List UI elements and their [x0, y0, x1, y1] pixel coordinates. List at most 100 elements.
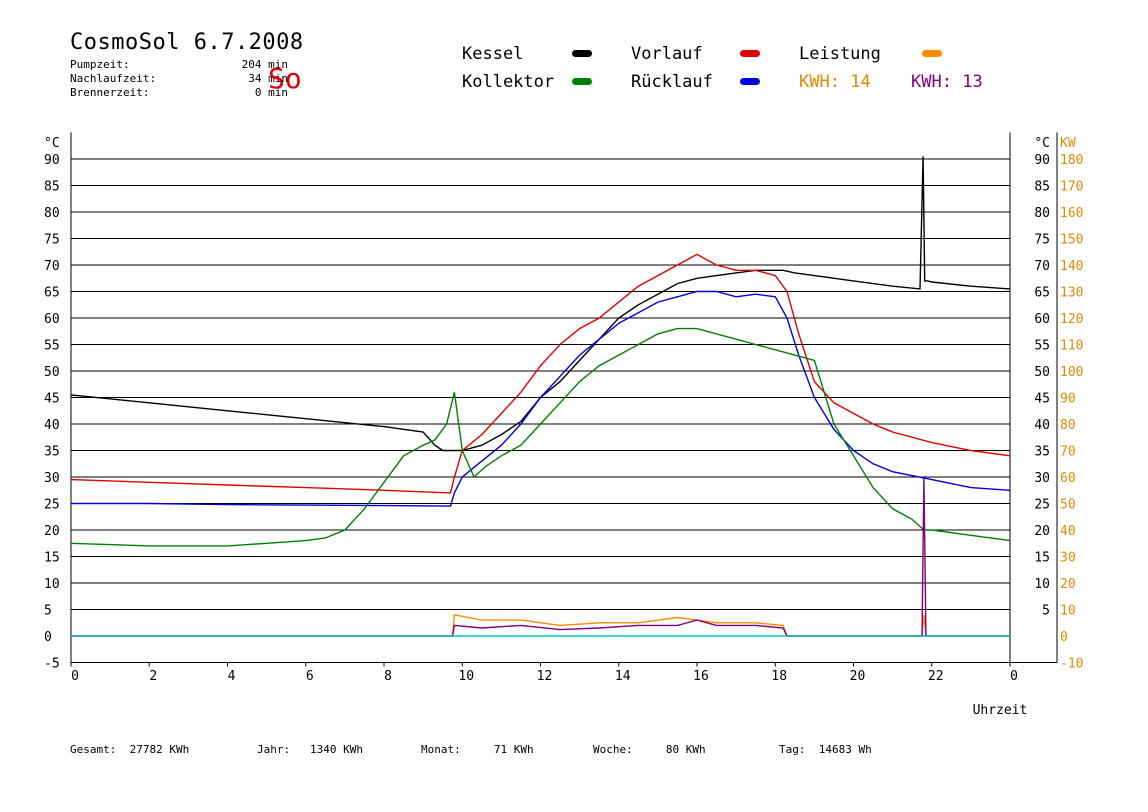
kw-tick-label: 60	[1060, 471, 1076, 486]
footer-label: Gesamt:	[70, 743, 117, 756]
stat-value: 34 min	[248, 72, 288, 85]
kw-tick-label: 100	[1060, 365, 1083, 380]
x-tick-label: 4	[228, 669, 236, 684]
kwh-readout-2: KWH: 13	[911, 72, 983, 92]
kw-tick-label: 110	[1060, 339, 1083, 354]
y-tick-label: 50	[44, 365, 60, 380]
y-tick-label-right: 70	[1034, 259, 1050, 274]
y-tick-label-right: 80	[1034, 206, 1050, 221]
y-tick-label: 5	[44, 604, 52, 619]
legend-label-leistung: Leistung	[799, 44, 881, 64]
y-tick-label: 75	[44, 233, 60, 248]
y-tick-label: 90	[44, 153, 60, 168]
series-line-vorlauf-1	[70, 253, 1011, 494]
kwh-value: 14	[850, 72, 871, 92]
x-tick-label: 12	[537, 669, 553, 684]
x-tick-label: 18	[771, 669, 787, 684]
series-line-leistung-4	[71, 613, 1010, 637]
y-tick-label-right: 60	[1034, 312, 1050, 327]
legend-swatch-vorlauf	[740, 50, 760, 57]
x-axis-label: Uhrzeit	[973, 703, 1028, 718]
x-tick-label: 22	[928, 669, 944, 684]
y-tick-label-right: 55	[1034, 339, 1050, 354]
app-title: CosmoSol 6.7.2008	[70, 30, 304, 55]
y-tick-label: -5	[44, 657, 60, 672]
kw-tick-label: 170	[1060, 180, 1083, 195]
stat-pumpzeit: Pumpzeit: 204 min	[70, 58, 288, 71]
y-tick-label: 55	[44, 339, 60, 354]
y-axis-unit-right: °C	[1034, 136, 1050, 151]
y-tick-label: 65	[44, 286, 60, 301]
legend-label-vorlauf: Vorlauf	[631, 44, 703, 64]
footer-woche: Woche: 80 KWh	[593, 743, 706, 756]
x-tick-label: 10	[458, 669, 474, 684]
legend-label-ruecklauf: Rücklauf	[631, 72, 713, 92]
footer-label: Jahr:	[257, 743, 291, 756]
y-tick-label: 60	[44, 312, 60, 327]
legend-label-kollektor: Kollektor	[462, 72, 555, 92]
kw-tick-label: -10	[1060, 657, 1083, 672]
kw-tick-label: 50	[1060, 498, 1076, 513]
kw-tick-label: 180	[1060, 153, 1083, 168]
footer-label: Tag:	[779, 743, 806, 756]
footer-value: 1340 KWh	[310, 743, 363, 756]
footer-value: 27782 KWh	[129, 743, 190, 756]
legend-label-kessel: Kessel	[462, 44, 524, 64]
kw-tick-label: 160	[1060, 206, 1083, 221]
x-tick-label: 0	[71, 669, 79, 684]
footer-value: 80 KWh	[665, 743, 706, 756]
y-tick-label-right: 50	[1034, 365, 1050, 380]
footer-label: Monat:	[421, 743, 461, 756]
stat-label: Nachlaufzeit:	[70, 72, 157, 85]
legend-swatch-ruecklauf	[740, 78, 760, 85]
stat-value: 204 min	[241, 58, 288, 71]
weekday-label: So	[268, 62, 302, 95]
x-tick-label: 20	[850, 669, 866, 684]
kw-tick-label: 10	[1060, 604, 1076, 619]
series-line-rcklauf-2	[71, 290, 1011, 507]
y-tick-label: 15	[44, 551, 60, 566]
kw-tick-label: 140	[1060, 259, 1083, 274]
kw-tick-label: 80	[1060, 418, 1076, 433]
y-tick-label-right: 75	[1034, 233, 1050, 248]
footer-tag: Tag: 14683 Wh	[779, 743, 872, 756]
y-tick-label-right: 85	[1034, 180, 1050, 195]
y-tick-label-right: 35	[1034, 445, 1050, 460]
y-tick-label-right: 5	[1042, 604, 1050, 619]
stat-nachlaufzeit: Nachlaufzeit: 34 min	[70, 72, 288, 85]
y-tick-label: 0	[44, 630, 52, 645]
legend-swatch-leistung	[922, 50, 942, 57]
x-tick-label: 14	[615, 669, 631, 684]
y-tick-label-right: 10	[1034, 577, 1050, 592]
x-tick-label: 16	[693, 669, 709, 684]
footer-jahr: Jahr: 1340 KWh	[257, 743, 363, 756]
y-tick-label-right: 20	[1034, 524, 1050, 539]
y-tick-label-right: 15	[1034, 551, 1050, 566]
y-tick-label: 85	[44, 180, 60, 195]
y-tick-label: 45	[44, 392, 60, 407]
y-tick-label-right: 65	[1034, 286, 1050, 301]
stat-label: Pumpzeit:	[70, 58, 130, 71]
kw-tick-label: 120	[1060, 312, 1083, 327]
footer-value: 14683 Wh	[818, 743, 872, 756]
kw-axis-unit: KW	[1060, 136, 1076, 151]
legend-swatch-kessel	[572, 50, 592, 57]
x-tick-label: 6	[306, 669, 314, 684]
x-tick-label: 2	[149, 669, 157, 684]
series-line-kessel-0	[70, 156, 1011, 452]
stat-brennerzeit: Brennerzeit: 0 min	[70, 86, 288, 99]
y-tick-label-right: 90	[1034, 153, 1050, 168]
y-tick-label: 20	[44, 524, 60, 539]
y-tick-label-right: 45	[1034, 392, 1050, 407]
y-tick-label: 35	[44, 445, 60, 460]
y-tick-label-right: 25	[1034, 498, 1050, 513]
footer-monat: Monat: 71 KWh	[421, 743, 534, 756]
series-line-leistung-5	[71, 476, 1010, 637]
y-tick-label: 80	[44, 206, 60, 221]
kw-tick-label: 70	[1060, 445, 1076, 460]
y-axis-unit-left: °C	[44, 136, 60, 151]
stat-label: Brennerzeit:	[70, 86, 150, 99]
kw-tick-label: 40	[1060, 524, 1076, 539]
kwh-readout-1: KWH: 14	[799, 72, 871, 92]
